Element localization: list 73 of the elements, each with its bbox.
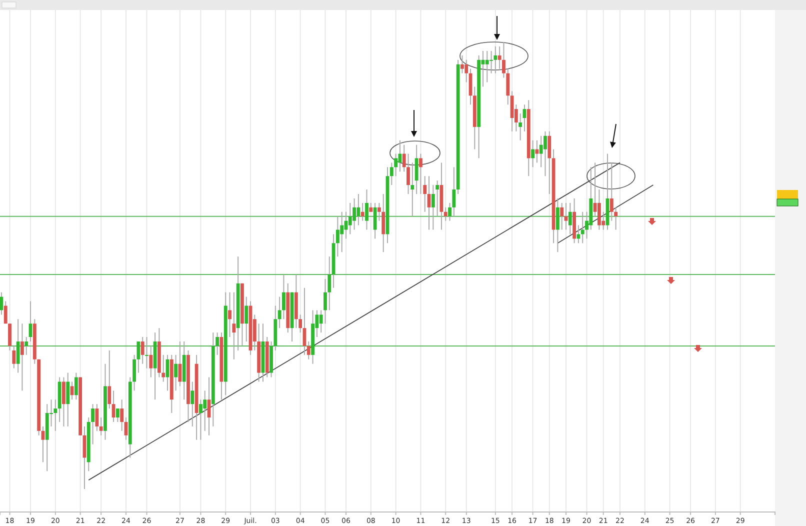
candlestick xyxy=(228,292,232,338)
candlestick xyxy=(4,300,8,324)
candlestick xyxy=(576,224,580,244)
candlestick xyxy=(394,153,398,177)
candlestick xyxy=(348,202,352,235)
candlestick xyxy=(216,332,220,356)
candlestick xyxy=(560,202,564,230)
candlestick xyxy=(352,198,356,230)
candlestick xyxy=(190,381,194,427)
candlestick xyxy=(378,202,381,222)
candlestick xyxy=(54,399,58,432)
candlestick xyxy=(580,211,584,244)
candlestick xyxy=(502,42,506,78)
candlestick xyxy=(356,193,360,226)
candlestick xyxy=(518,113,522,141)
candlestick xyxy=(544,130,547,177)
candlestick xyxy=(66,372,70,427)
candlestick xyxy=(485,50,489,83)
candlestick xyxy=(178,340,182,387)
candlestick xyxy=(12,345,16,369)
candlestick xyxy=(324,278,327,324)
candlestick xyxy=(490,50,493,74)
candlestick xyxy=(365,189,368,230)
candlestick xyxy=(610,162,614,222)
candlestick xyxy=(360,202,364,222)
candlestick xyxy=(431,184,435,230)
candlestick xyxy=(8,323,12,351)
candlestick xyxy=(232,292,236,360)
candlestick xyxy=(423,176,427,212)
candlestick xyxy=(0,292,4,316)
candlestick xyxy=(91,404,94,445)
candlestick xyxy=(406,153,410,194)
candlestick xyxy=(531,140,534,168)
candlestick xyxy=(328,256,332,311)
candlestick xyxy=(548,130,552,194)
candlestick xyxy=(419,153,422,194)
candlestick xyxy=(120,399,124,432)
candlestick xyxy=(402,144,406,172)
candlestick xyxy=(494,46,498,74)
candlestick xyxy=(390,162,394,186)
candlestick xyxy=(306,340,310,360)
candlestick xyxy=(556,198,560,253)
candlestick xyxy=(116,408,120,422)
candlestick xyxy=(414,144,418,194)
candlestick xyxy=(145,336,148,369)
candlestick xyxy=(535,140,539,164)
candlestick xyxy=(444,206,448,222)
candlestick xyxy=(74,372,78,400)
candlestick xyxy=(336,216,340,258)
candlestick xyxy=(340,211,344,253)
candlestick xyxy=(199,399,202,440)
candlestick xyxy=(614,206,618,230)
candlestick xyxy=(298,314,302,334)
candlestick xyxy=(452,166,456,217)
candlestick xyxy=(464,59,468,83)
candlestick xyxy=(108,350,112,410)
candlestick xyxy=(174,354,178,392)
candlestick xyxy=(282,274,286,320)
candlestick xyxy=(99,416,103,436)
candlestick xyxy=(62,376,66,427)
candlestick xyxy=(598,189,601,230)
candlestick xyxy=(568,202,572,235)
candlestick xyxy=(140,336,144,364)
candlestick xyxy=(506,68,510,106)
candlestick xyxy=(244,296,248,342)
candlestick xyxy=(203,390,207,432)
candlestick xyxy=(460,54,464,74)
candlestick xyxy=(382,193,386,253)
candlestick xyxy=(436,180,440,217)
candlestick xyxy=(24,336,28,356)
candlestick xyxy=(162,354,166,382)
candlestick xyxy=(20,323,24,392)
candlestick xyxy=(149,345,153,378)
